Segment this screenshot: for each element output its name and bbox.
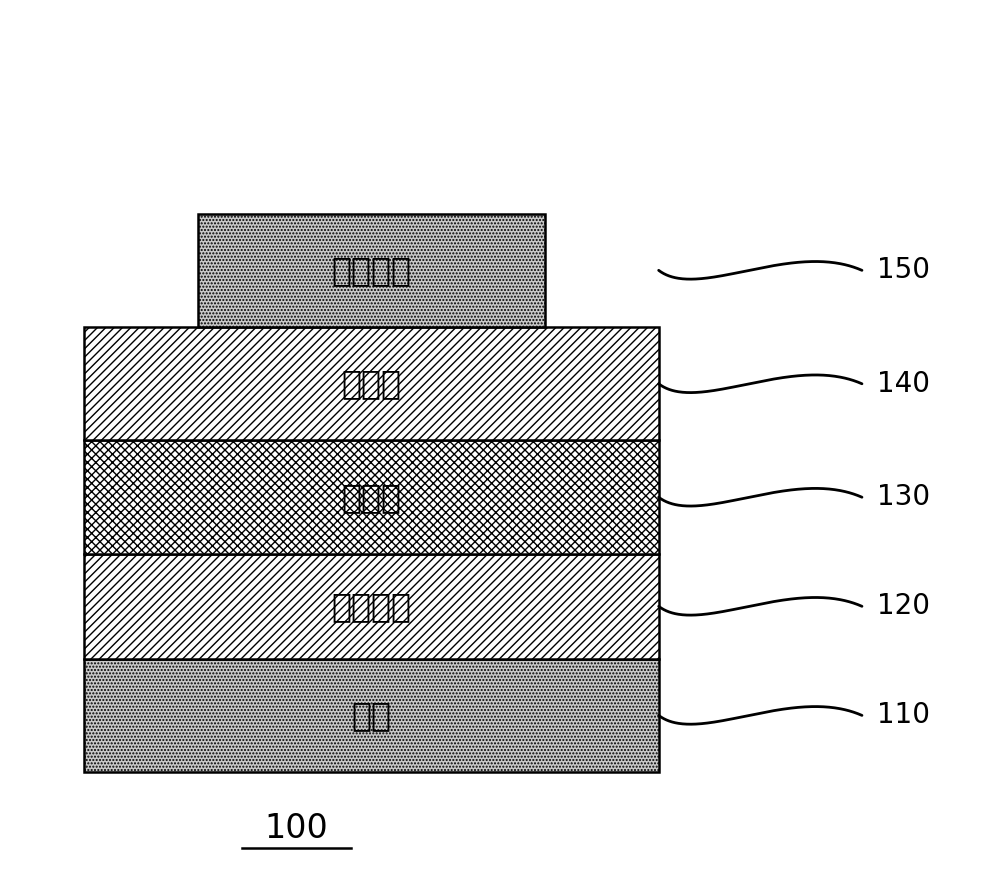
Text: 衬底: 衬底: [351, 699, 391, 732]
Text: 110: 110: [877, 701, 930, 729]
Text: 100: 100: [265, 812, 329, 846]
Text: 第一电极: 第一电极: [331, 589, 411, 623]
Bar: [84, 440, 659, 554]
Bar: [84, 659, 659, 772]
Text: 阻变层: 阻变层: [341, 481, 401, 514]
Bar: [198, 213, 545, 327]
Text: 调控层: 调控层: [341, 367, 401, 400]
Text: 150: 150: [877, 256, 930, 285]
Text: 130: 130: [877, 483, 930, 511]
Text: 120: 120: [877, 592, 930, 620]
Text: 140: 140: [877, 370, 930, 398]
Text: 第二电极: 第二电极: [331, 254, 411, 287]
Bar: [84, 327, 659, 440]
Bar: [84, 554, 659, 659]
